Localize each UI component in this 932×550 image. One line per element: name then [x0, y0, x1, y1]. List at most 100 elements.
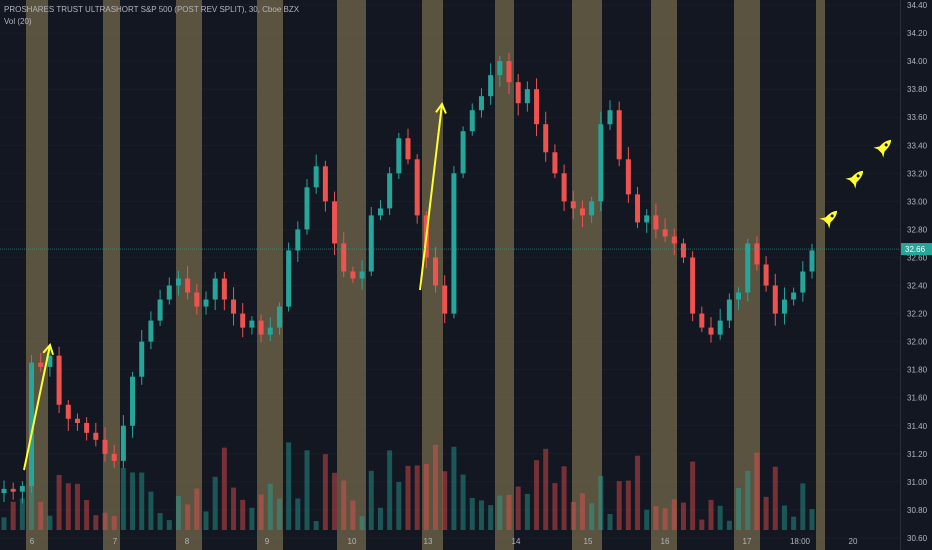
candle-body [221, 278, 227, 300]
volume-bar [84, 499, 90, 530]
candle-body [359, 271, 365, 279]
volume-bar [47, 515, 53, 530]
candle-body [625, 159, 631, 195]
volume-bar [589, 503, 595, 530]
candle-body [38, 362, 44, 367]
candle-body [552, 152, 558, 174]
x-tick-label: 14 [512, 537, 521, 546]
y-tick-label: 34.20 [907, 29, 928, 38]
volume-bar [203, 511, 209, 530]
candle-body [304, 187, 310, 230]
x-tick-label: 13 [424, 537, 433, 546]
session-band [103, 0, 120, 550]
volume-bar [157, 513, 163, 530]
volume-bar [754, 452, 760, 530]
candle-body [800, 271, 806, 293]
candle-body [139, 341, 145, 377]
session-band [257, 0, 283, 550]
candle-body [1, 488, 7, 494]
volume-bar [322, 454, 328, 530]
x-tick-label: 8 [185, 537, 190, 546]
volume-bar [442, 471, 448, 530]
candle-body [561, 173, 567, 202]
candle-body [286, 250, 292, 307]
volume-bar [680, 502, 686, 530]
candle-body [185, 278, 191, 293]
candle-body [341, 243, 347, 272]
candle-body [295, 229, 301, 251]
rocket-icon [873, 139, 892, 158]
trend-arrow [23, 344, 51, 471]
volume-bar [359, 516, 365, 530]
candle-body [175, 278, 181, 286]
volume-bar [414, 465, 420, 530]
volume-bars [1, 442, 815, 530]
y-tick-label: 32.80 [907, 225, 928, 234]
candle-body [653, 215, 659, 230]
volume-bar [579, 493, 585, 530]
volume-bar [423, 463, 429, 530]
candle-body [414, 159, 420, 216]
candle-body [249, 320, 255, 328]
candle-body [772, 285, 778, 314]
x-tick-label: 10 [348, 537, 357, 546]
candle-body [809, 250, 815, 272]
candle-body [497, 61, 503, 76]
candle-body [157, 299, 163, 321]
candle-body [231, 299, 237, 314]
volume-bar [534, 460, 540, 530]
volume-bar [295, 498, 301, 530]
candle-body [616, 110, 622, 160]
volume-bar [221, 447, 227, 530]
candle-body [451, 173, 457, 314]
x-tick-label: 17 [743, 537, 752, 546]
volume-bar [809, 509, 815, 530]
session-band [572, 0, 602, 550]
volume-bar [598, 475, 604, 530]
volume-bar [166, 520, 172, 530]
candle-body [442, 285, 448, 314]
volume-bar [139, 472, 145, 530]
candle-body [469, 110, 475, 132]
volume-bar [543, 448, 549, 530]
volume-bar [433, 444, 439, 530]
x-tick-label: 20 [849, 537, 858, 546]
volume-bar [396, 481, 402, 530]
y-tick-label: 31.40 [907, 422, 928, 431]
y-tick-label: 31.80 [907, 366, 928, 375]
candle-body [387, 173, 393, 209]
y-tick-label: 32.60 [907, 253, 928, 262]
volume-bar [561, 466, 567, 530]
session-band [495, 0, 514, 550]
volume-bar [185, 504, 191, 530]
candle-body [148, 320, 154, 342]
volume-bar [488, 505, 494, 530]
volume-bar [607, 513, 613, 530]
volume-bar [708, 499, 714, 530]
candle-body [240, 313, 246, 328]
candle-body [781, 299, 787, 314]
candle-body [350, 271, 356, 279]
candle-body [102, 439, 108, 454]
volume-bar [240, 499, 246, 530]
volume-bar [736, 487, 742, 530]
volume-bar [478, 500, 484, 530]
volume-bar [791, 516, 797, 530]
y-tick-label: 31.20 [907, 450, 928, 459]
volume-bar [515, 486, 521, 530]
x-tick-label: 15 [584, 537, 593, 546]
y-tick-label: 30.80 [907, 506, 928, 515]
session-band [176, 0, 202, 550]
volume-bar [212, 476, 218, 530]
volume-bar [304, 450, 310, 530]
candle-body [322, 166, 328, 202]
y-tick-label: 32.40 [907, 282, 928, 291]
x-tick-label: 6 [30, 537, 35, 546]
candle-body [10, 488, 16, 492]
candle-body [377, 208, 383, 216]
y-tick-label: 33.40 [907, 141, 928, 150]
candle-body [598, 124, 604, 202]
volume-bar [194, 488, 200, 530]
volume-bar [130, 472, 136, 530]
candle-body [194, 292, 200, 307]
